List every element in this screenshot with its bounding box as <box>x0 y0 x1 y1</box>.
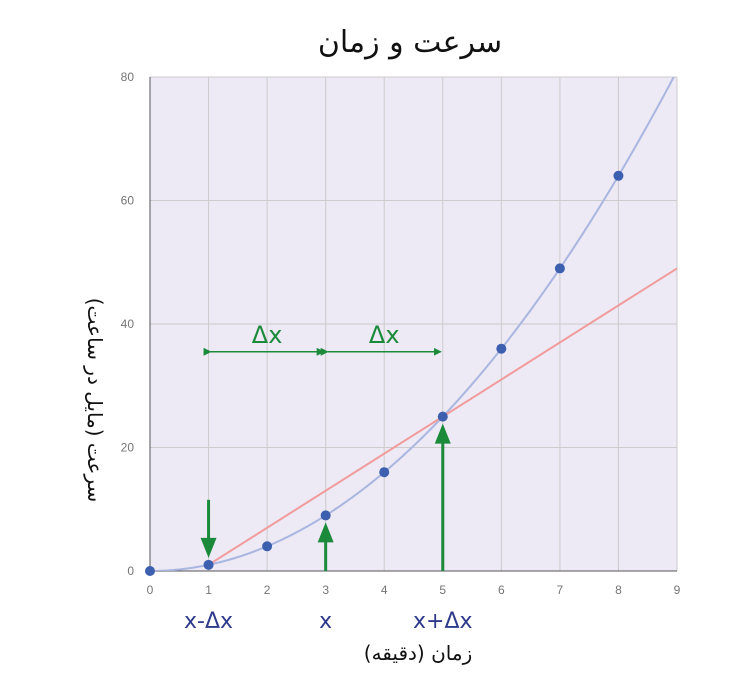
x-tick-label: 8 <box>615 583 622 597</box>
x-axis-label: زمان (دقیقه) <box>364 641 472 665</box>
delta-x-label: Δx <box>369 321 400 349</box>
data-point <box>145 566 155 576</box>
y-tick-label: 0 <box>127 564 134 578</box>
data-point <box>554 263 565 274</box>
x-tick-label: 3 <box>322 583 329 597</box>
y-tick-label: 40 <box>121 317 135 331</box>
data-point <box>496 343 507 354</box>
data-point <box>613 170 624 181</box>
x-tick-label: 6 <box>498 583 505 597</box>
x-tick-label: 0 <box>147 583 154 597</box>
data-point <box>379 467 390 478</box>
y-axis-label: سرعت (مایل در ساعت) <box>83 298 107 503</box>
chart-title: سرعت و زمان <box>318 25 502 60</box>
x-tick-label: 9 <box>674 583 681 597</box>
vertical-arrowhead <box>200 537 217 558</box>
data-point <box>262 541 273 552</box>
y-tick-label: 80 <box>121 70 135 84</box>
vertical-arrowhead <box>434 423 451 444</box>
y-tick-label: 20 <box>121 441 135 455</box>
x-tick-label: 2 <box>264 583 271 597</box>
x-tick-label: 7 <box>557 583 564 597</box>
plot-area: 0 1 2 3 4 5 6 7 8 9 0 20 40 60 80 Δx Δx x-Δx x x+Δx <box>121 70 681 634</box>
x-tick-label: 4 <box>381 583 388 597</box>
data-point <box>203 559 214 570</box>
x-tick-label: 1 <box>205 583 212 597</box>
x-marker-label: x <box>319 609 332 634</box>
vertical-arrowhead <box>317 522 334 543</box>
x-tick-label: 5 <box>439 583 446 597</box>
delta-x-label: Δx <box>252 321 283 349</box>
data-point <box>320 510 331 521</box>
x-marker-label: x-Δx <box>184 609 233 634</box>
x-marker-label: x+Δx <box>413 609 473 634</box>
curve-line <box>150 77 675 571</box>
data-point <box>437 411 448 422</box>
y-tick-label: 60 <box>121 194 135 208</box>
